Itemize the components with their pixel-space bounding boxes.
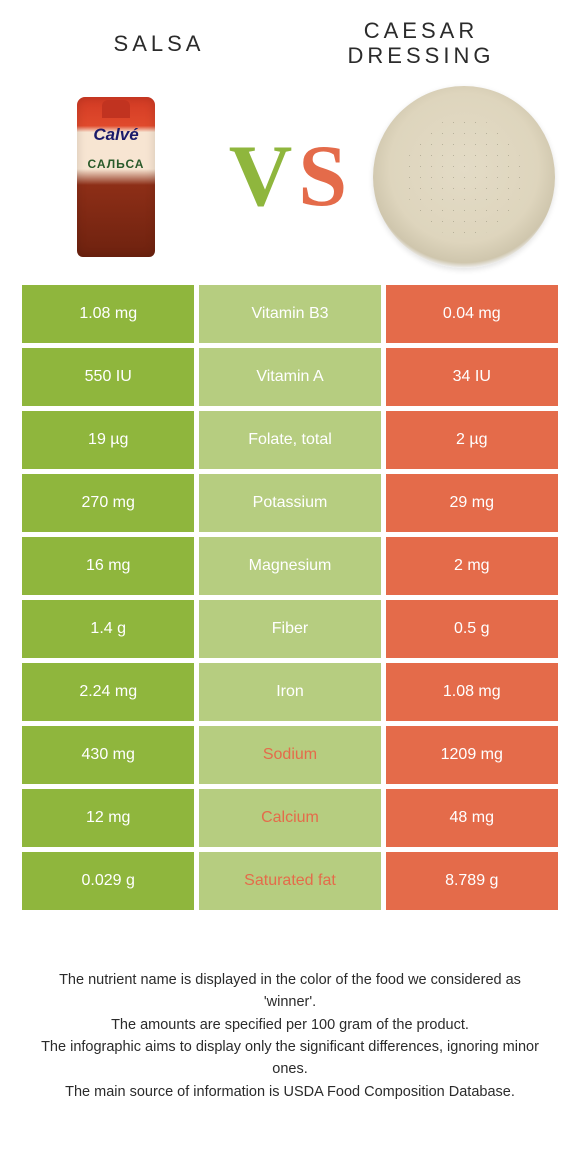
left-value: 0.029 g xyxy=(22,852,194,910)
left-value: 16 mg xyxy=(22,537,194,595)
right-value: 34 IU xyxy=(386,348,558,406)
table-row: 1.08 mgVitamin B30.04 mg xyxy=(22,285,558,343)
nutrient-label: Sodium xyxy=(199,726,380,784)
table-row: 270 mgPotassium29 mg xyxy=(22,474,558,532)
right-value: 1209 mg xyxy=(386,726,558,784)
left-value: 1.4 g xyxy=(22,600,194,658)
footnote-4: The main source of information is USDA F… xyxy=(38,1081,542,1103)
left-value: 12 mg xyxy=(22,789,194,847)
footnote-1: The nutrient name is displayed in the co… xyxy=(38,969,542,1014)
nutrient-label: Calcium xyxy=(199,789,380,847)
nutrient-label: Potassium xyxy=(199,474,380,532)
left-food-title: Salsa xyxy=(28,31,290,56)
nutrient-label: Folate, total xyxy=(199,411,380,469)
table-row: 1.4 gFiber0.5 g xyxy=(22,600,558,658)
right-value: 0.04 mg xyxy=(386,285,558,343)
nutrient-label: Vitamin A xyxy=(199,348,380,406)
footer-notes: The nutrient name is displayed in the co… xyxy=(0,915,580,1104)
comparison-table: 1.08 mgVitamin B30.04 mg550 IUVitamin A3… xyxy=(0,285,580,915)
nutrient-label: Magnesium xyxy=(199,537,380,595)
right-value: 1.08 mg xyxy=(386,663,558,721)
nutrient-label: Vitamin B3 xyxy=(199,285,380,343)
table-row: 550 IUVitamin A34 IU xyxy=(22,348,558,406)
table-row: 430 mgSodium1209 mg xyxy=(22,726,558,784)
vs-s: S xyxy=(298,126,351,227)
right-value: 0.5 g xyxy=(386,600,558,658)
left-value: 19 µg xyxy=(22,411,194,469)
right-value: 8.789 g xyxy=(386,852,558,910)
nutrient-label: Saturated fat xyxy=(199,852,380,910)
vs-label: VS xyxy=(229,126,352,227)
right-value: 2 µg xyxy=(386,411,558,469)
left-value: 270 mg xyxy=(22,474,194,532)
table-row: 12 mgCalcium48 mg xyxy=(22,789,558,847)
images-row: Calvé САЛЬСА VS xyxy=(0,73,580,285)
footnote-2: The amounts are specified per 100 gram o… xyxy=(38,1014,542,1036)
table-row: 2.24 mgIron1.08 mg xyxy=(22,663,558,721)
right-value: 2 mg xyxy=(386,537,558,595)
header-titles: Salsa Caesar dressing xyxy=(0,0,580,73)
table-row: 19 µgFolate, total2 µg xyxy=(22,411,558,469)
table-row: 16 mgMagnesium2 mg xyxy=(22,537,558,595)
packet-word: САЛЬСА xyxy=(77,157,155,171)
nutrient-label: Fiber xyxy=(199,600,380,658)
right-value: 29 mg xyxy=(386,474,558,532)
left-value: 2.24 mg xyxy=(22,663,194,721)
right-food-title: Caesar dressing xyxy=(290,18,552,69)
salsa-packet-illustration: Calvé САЛЬСА xyxy=(77,97,155,257)
nutrient-label: Iron xyxy=(199,663,380,721)
vs-v: V xyxy=(229,126,297,227)
left-value: 1.08 mg xyxy=(22,285,194,343)
caesar-image xyxy=(370,83,558,271)
packet-brand: Calvé xyxy=(93,125,138,145)
footnote-3: The infographic aims to display only the… xyxy=(38,1036,542,1081)
table-row: 0.029 gSaturated fat8.789 g xyxy=(22,852,558,910)
right-value: 48 mg xyxy=(386,789,558,847)
caesar-bowl-illustration xyxy=(373,86,555,268)
salsa-image: Calvé САЛЬСА xyxy=(22,83,210,271)
left-value: 430 mg xyxy=(22,726,194,784)
left-value: 550 IU xyxy=(22,348,194,406)
